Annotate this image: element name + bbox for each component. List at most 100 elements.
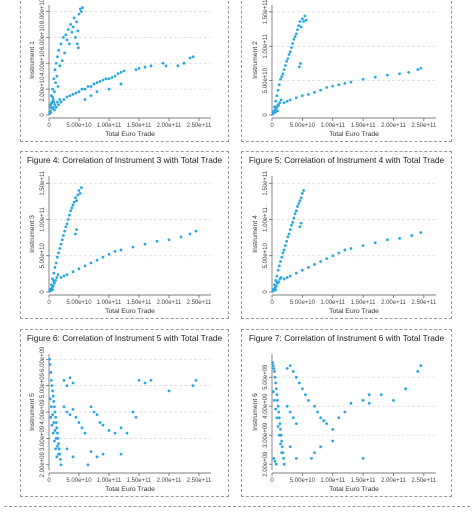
y-tick-label: 4.00e+09 bbox=[263, 393, 269, 419]
x-tick-label: 2.00e+11 bbox=[157, 300, 182, 306]
data-point bbox=[283, 244, 287, 247]
y-tick-label: 5.00e+10 bbox=[40, 242, 46, 268]
y-axis-label: Instrument 5 bbox=[29, 393, 36, 431]
x-tick-label: 1.50e+11 bbox=[351, 478, 376, 484]
x-tick-label: 2.00e+11 bbox=[381, 300, 406, 306]
data-point bbox=[343, 248, 347, 252]
data-point bbox=[143, 381, 147, 385]
data-point bbox=[116, 72, 120, 75]
data-point bbox=[50, 378, 53, 382]
data-point bbox=[98, 79, 102, 83]
data-point bbox=[86, 85, 90, 88]
data-point bbox=[74, 91, 78, 95]
x-tick-label: 1.50e+11 bbox=[127, 478, 152, 484]
data-point bbox=[299, 25, 303, 29]
data-point bbox=[53, 265, 57, 269]
data-point bbox=[316, 410, 319, 414]
data-point bbox=[276, 425, 280, 428]
data-point bbox=[71, 381, 75, 385]
data-point bbox=[285, 367, 289, 370]
data-point bbox=[59, 242, 63, 246]
y-tick-label: 6.00e+09 bbox=[40, 346, 46, 372]
data-point bbox=[52, 271, 56, 275]
data-point bbox=[68, 213, 71, 217]
data-point bbox=[59, 458, 62, 461]
data-point bbox=[273, 375, 277, 379]
data-point bbox=[280, 75, 284, 78]
data-point bbox=[349, 247, 353, 250]
data-point bbox=[75, 42, 79, 46]
y-tick-label: 1.00e+11 bbox=[40, 206, 46, 231]
y-axis-label: Instrument 6 bbox=[252, 393, 259, 431]
data-point bbox=[419, 66, 423, 70]
data-point bbox=[89, 405, 93, 409]
data-point bbox=[288, 274, 292, 278]
data-point bbox=[122, 69, 126, 73]
chart-panel-4: Figure 5: Correlation of Instrument 4 wi… bbox=[241, 151, 452, 319]
data-point bbox=[56, 273, 60, 276]
data-point bbox=[69, 23, 72, 26]
data-point bbox=[299, 196, 303, 200]
y-tick-label: 0 bbox=[263, 290, 269, 294]
x-tick-label: 5.00e+10 bbox=[290, 123, 316, 129]
data-point bbox=[101, 78, 105, 82]
data-point bbox=[310, 457, 313, 460]
y-tick-label: 2.00e+09 bbox=[263, 451, 269, 477]
data-point bbox=[56, 444, 59, 448]
data-point bbox=[322, 419, 326, 423]
data-point bbox=[271, 289, 275, 293]
x-tick-label: 0 bbox=[47, 300, 51, 306]
data-point bbox=[113, 250, 117, 253]
data-point bbox=[361, 457, 365, 460]
data-point bbox=[68, 413, 72, 417]
data-point bbox=[78, 192, 82, 195]
y-tick-label: 1.00e+11 bbox=[263, 206, 269, 231]
data-point bbox=[300, 192, 304, 195]
data-point bbox=[297, 381, 301, 385]
x-tick-label: 2.50e+11 bbox=[411, 123, 436, 129]
data-point bbox=[343, 81, 347, 85]
y-tick-label: 2.00e+09 bbox=[40, 451, 46, 477]
data-point bbox=[297, 24, 301, 28]
data-point bbox=[188, 232, 192, 236]
data-point bbox=[59, 276, 63, 279]
data-point bbox=[51, 284, 55, 288]
data-point bbox=[273, 399, 276, 402]
x-tick-label: 5.00e+10 bbox=[66, 300, 92, 306]
data-point bbox=[285, 404, 289, 408]
data-point bbox=[75, 228, 78, 232]
data-point bbox=[101, 255, 105, 259]
data-point bbox=[63, 51, 66, 55]
data-point bbox=[281, 72, 285, 76]
data-point bbox=[76, 193, 80, 197]
data-point bbox=[53, 90, 56, 94]
data-point bbox=[75, 199, 78, 203]
x-tick-label: 1.50e+11 bbox=[351, 123, 376, 129]
data-point bbox=[143, 242, 147, 246]
data-point bbox=[131, 245, 135, 249]
data-point bbox=[325, 422, 329, 425]
data-point bbox=[296, 28, 299, 32]
data-point bbox=[101, 452, 105, 456]
data-point bbox=[325, 86, 329, 89]
data-point bbox=[292, 37, 296, 41]
data-point bbox=[290, 46, 293, 50]
data-point bbox=[71, 455, 75, 459]
data-point bbox=[325, 257, 329, 261]
data-point bbox=[285, 276, 289, 279]
data-point bbox=[77, 90, 81, 94]
data-point bbox=[95, 413, 99, 417]
y-axis-label: Instrument 3 bbox=[29, 215, 36, 253]
data-point bbox=[55, 74, 59, 78]
data-point bbox=[51, 95, 54, 99]
data-point bbox=[392, 399, 395, 402]
data-point bbox=[80, 186, 83, 189]
data-point bbox=[300, 94, 304, 98]
data-point bbox=[319, 416, 322, 420]
data-point bbox=[56, 55, 59, 59]
data-point bbox=[300, 387, 304, 391]
data-point bbox=[313, 404, 316, 408]
data-point bbox=[86, 463, 90, 467]
data-point bbox=[313, 451, 316, 454]
data-point bbox=[71, 203, 75, 207]
